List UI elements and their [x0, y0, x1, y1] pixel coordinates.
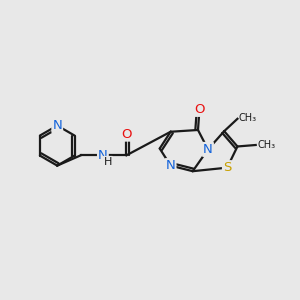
Text: CH₃: CH₃ [239, 113, 257, 123]
Text: N: N [52, 119, 62, 132]
Text: O: O [121, 128, 132, 141]
Text: O: O [194, 103, 205, 116]
Text: N: N [203, 143, 213, 156]
Text: CH₃: CH₃ [257, 140, 275, 150]
Text: H: H [104, 157, 112, 167]
Text: N: N [166, 159, 176, 172]
Text: N: N [98, 149, 108, 162]
Text: S: S [223, 161, 231, 174]
